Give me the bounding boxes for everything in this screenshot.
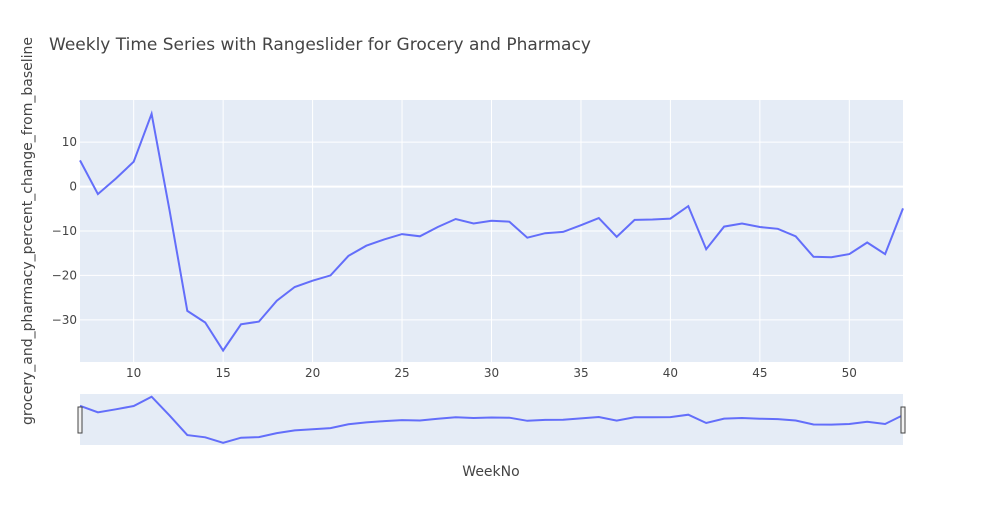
series-line[interactable] [79, 110, 904, 353]
y-tick-label: 0 [69, 180, 77, 194]
x-tick-label: 20 [305, 366, 320, 380]
y-axis-title: grocery_and_pharmacy_percent_change_from… [20, 37, 36, 425]
y-tick-labels: −30 −20 −10 0 10 [52, 135, 77, 327]
x-tick-labels: 10 15 20 25 30 35 40 45 50 [126, 366, 857, 380]
x-tick-label: 35 [573, 366, 588, 380]
x-tick-label: 50 [842, 366, 857, 380]
x-tick-label: 15 [215, 366, 230, 380]
rangeslider-series-line [79, 395, 904, 444]
x-axis-title: WeekNo [462, 464, 519, 480]
chart-title: Weekly Time Series with Rangeslider for … [49, 35, 591, 55]
rangeslider-handle-right[interactable] [900, 406, 906, 434]
grid-lines [80, 100, 903, 362]
y-tick-label: −30 [52, 313, 77, 327]
y-tick-label: 10 [62, 135, 77, 149]
x-tick-label: 10 [126, 366, 141, 380]
y-tick-label: −20 [52, 268, 77, 282]
y-tick-label: −10 [52, 224, 77, 238]
rangeslider-handle-left[interactable] [77, 406, 83, 434]
x-tick-label: 25 [394, 366, 409, 380]
x-tick-label: 30 [484, 366, 499, 380]
x-tick-label: 45 [752, 366, 767, 380]
x-tick-label: 40 [663, 366, 678, 380]
